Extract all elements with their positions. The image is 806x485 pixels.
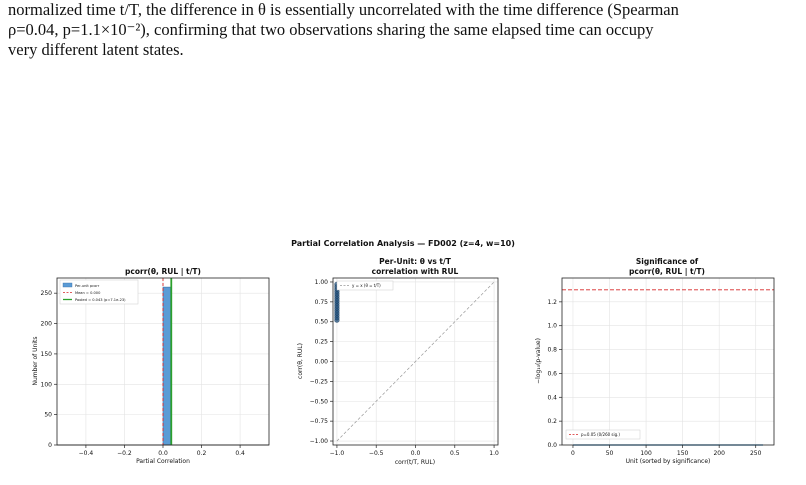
x-tick-label: 50 <box>606 450 614 457</box>
y-tick-label: 0.2 <box>547 418 557 425</box>
y-tick-label: 0.8 <box>547 347 557 354</box>
x-tick-label: 0.4 <box>235 450 245 457</box>
scatter-title-line-2: correlation with RUL <box>372 267 459 276</box>
y-tick-label: 0.25 <box>315 339 329 346</box>
scatter-legend: y = x (θ = t/T) <box>336 280 394 291</box>
x-tick-label: −0.5 <box>369 450 384 457</box>
paragraph-line-3: very different latent states. <box>8 40 184 59</box>
histogram-ylabel: Number of Units <box>32 336 39 385</box>
y-tick-label: 0.0 <box>547 442 557 449</box>
x-tick-label: 0 <box>571 450 575 457</box>
significance-axes-frame <box>561 277 775 446</box>
x-tick-label: 200 <box>713 450 725 457</box>
scatter-panel: Per-Unit: θ vs t/T correlation with RUL … <box>297 257 499 466</box>
histogram-legend: Per-unit pcorr Mean = 0.000 Pooled = 0.043… <box>59 279 139 305</box>
legend-box <box>565 429 641 440</box>
y-tick-label: 1.0 <box>547 323 557 330</box>
legend-box <box>336 280 394 291</box>
legend-label: Per-unit pcorr <box>75 284 100 288</box>
significance-ylabel: −log₁₀(p-value) <box>535 338 542 384</box>
y-tick-label: −1.00 <box>310 438 329 445</box>
y-tick-label: 0.75 <box>315 299 329 306</box>
x-tick-label: −0.4 <box>79 450 94 457</box>
y-tick-label: 200 <box>41 321 53 328</box>
legend-label: Pooled = 0.043 (p=7.1e-23) <box>75 298 126 302</box>
y-tick-label: 0.50 <box>315 319 329 326</box>
x-tick-label: 0.0 <box>411 450 421 457</box>
histogram-title: pcorr(θ, RUL | t/T) <box>125 267 201 277</box>
x-tick-label: −1.0 <box>330 450 345 457</box>
y-tick-label: 0.6 <box>547 370 557 377</box>
legend-label: p=0.05 (0/260 sig.) <box>581 432 620 437</box>
x-tick-label: 0.5 <box>450 450 460 457</box>
histogram-bar <box>162 286 172 446</box>
scatter-title-line-1: Per-Unit: θ vs t/T <box>379 257 452 266</box>
paragraph-line-1: normalized time t/T, the difference in θ… <box>8 0 679 19</box>
y-tick-label: 1.2 <box>547 299 557 306</box>
scatter-xlabel: corr(t/T, RUL) <box>395 459 435 466</box>
histogram-xlabel: Partial Correlation <box>136 458 190 465</box>
x-tick-label: 1.0 <box>489 450 499 457</box>
significance-xlabel: Unit (sorted by significance) <box>626 458 711 465</box>
y-tick-label: 50 <box>44 412 52 419</box>
x-tick-label: 100 <box>640 450 652 457</box>
x-tick-label: −0.2 <box>117 450 132 457</box>
body-paragraph: normalized time t/T, the difference in θ… <box>8 0 800 60</box>
legend-box <box>59 279 139 305</box>
y-tick-label: 100 <box>41 381 53 388</box>
legend-label: y = x (θ = t/T) <box>352 283 381 288</box>
significance-title-line-1: Significance of <box>636 257 699 266</box>
y-tick-label: 150 <box>41 351 53 358</box>
x-tick-label: 0.2 <box>197 450 207 457</box>
y-tick-label: 0.4 <box>547 394 557 401</box>
scatter-ylabel: corr(θ, RUL) <box>297 343 304 379</box>
legend-swatch-hist <box>62 282 73 288</box>
y-tick-label: 0 <box>48 442 52 449</box>
x-tick-label: 0.0 <box>158 450 168 457</box>
figure-suptitle: Partial Correlation Analysis — FD002 (z=… <box>291 239 515 248</box>
y-tick-label: 0.00 <box>315 359 329 366</box>
paragraph-line-2: ρ=0.04, p=1.1×10⁻²), confirming that two… <box>8 20 654 39</box>
y-tick-label: −0.75 <box>310 418 329 425</box>
y-tick-label: 250 <box>41 290 53 297</box>
diagonal-reference-line <box>336 281 495 442</box>
y-tick-label: −0.50 <box>310 398 329 405</box>
significance-panel: Significance of pcorr(θ, RUL | t/T) 0 50 1… <box>535 257 775 465</box>
x-tick-label: 150 <box>677 450 689 457</box>
significance-legend: p=0.05 (0/260 sig.) <box>565 429 641 440</box>
x-tick-label: 250 <box>750 450 762 457</box>
y-tick-label: −0.25 <box>310 378 329 385</box>
legend-label: Mean = 0.000 <box>75 291 101 295</box>
y-tick-label: 1.00 <box>315 279 329 286</box>
histogram-panel: pcorr(θ, RUL | t/T) −0.4 −0.2 0.0 0.2 0.4 0 50… <box>32 267 270 465</box>
significance-title-line-2: pcorr(θ, RUL | t/T) <box>629 267 705 277</box>
